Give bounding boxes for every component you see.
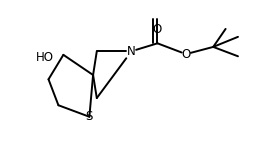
Text: O: O: [153, 23, 162, 36]
Text: HO: HO: [35, 51, 53, 64]
Text: S: S: [86, 110, 93, 123]
Text: O: O: [181, 48, 191, 61]
Text: N: N: [127, 45, 136, 58]
